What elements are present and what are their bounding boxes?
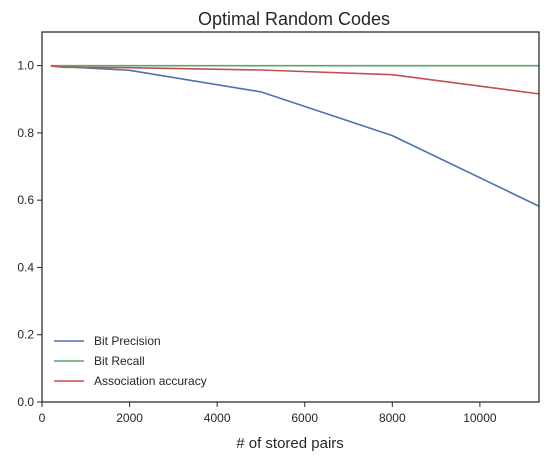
x-tick-label: 2000: [116, 411, 143, 425]
x-axis: 0 2000 4000 6000 8000 10000: [39, 402, 497, 425]
legend-entry: Association accuracy: [94, 374, 207, 388]
axes-frame: [41, 31, 540, 403]
y-tick-label: 0.6: [17, 193, 34, 207]
series-line-bit-precision: [50, 64, 540, 207]
y-tick-label: 0.8: [17, 126, 34, 140]
plot-area: [50, 64, 540, 207]
chart-title: Optimal Random Codes: [198, 9, 390, 29]
x-axis-label: # of stored pairs: [236, 435, 344, 452]
legend-entry: Bit Precision: [94, 334, 161, 348]
y-tick-label: 1.0: [17, 59, 34, 73]
x-tick-label: 10000: [463, 411, 497, 425]
y-tick-label: 0.2: [17, 328, 34, 342]
y-tick-label: 0.0: [17, 395, 34, 409]
x-tick-label: 8000: [379, 411, 406, 425]
legend: Bit Precision Bit Recall Association accur…: [54, 334, 207, 388]
legend-entry: Bit Recall: [94, 354, 145, 368]
x-tick-label: 4000: [204, 411, 231, 425]
x-tick-label: 6000: [291, 411, 318, 425]
x-tick-label: 0: [39, 411, 46, 425]
y-tick-label: 0.4: [17, 260, 34, 274]
series-line-association-accuracy: [50, 65, 540, 95]
y-axis: 0.0 0.2 0.4 0.6 0.8 1.0: [17, 59, 42, 409]
